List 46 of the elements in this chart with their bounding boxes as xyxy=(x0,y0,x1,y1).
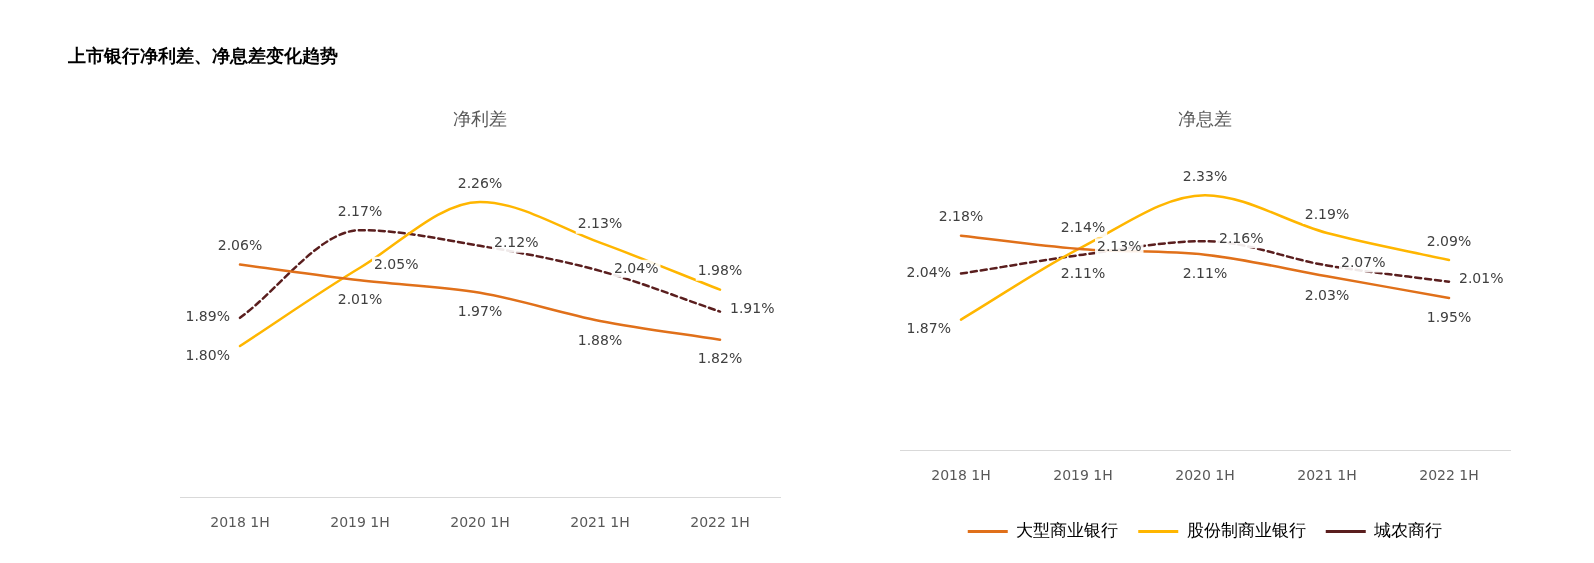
data-label: 2.33% xyxy=(1182,167,1228,184)
data-label: 1.87% xyxy=(906,320,951,337)
data-label: 2.09% xyxy=(1426,232,1472,249)
data-label: 2.05% xyxy=(374,256,419,273)
data-label: 1.97% xyxy=(457,303,503,320)
data-label: 1.88% xyxy=(577,331,623,348)
data-label: 2.11% xyxy=(1060,265,1106,282)
x-tick-label: 2021 1H xyxy=(1297,467,1357,484)
x-tick-label: 2021 1H xyxy=(570,514,630,531)
data-label: 2.07% xyxy=(1341,254,1386,271)
x-tick-label: 2018 1H xyxy=(210,514,270,531)
data-label: 2.04% xyxy=(614,259,659,276)
data-label: 2.13% xyxy=(1097,237,1142,254)
chart-title: 净利差 xyxy=(453,108,507,130)
data-label: 2.06% xyxy=(217,237,263,254)
data-label: 2.26% xyxy=(457,174,503,191)
data-label: 1.80% xyxy=(185,346,230,363)
chart-title: 净息差 xyxy=(1178,108,1232,130)
data-label: 1.98% xyxy=(697,262,743,279)
x-tick-label: 2022 1H xyxy=(1419,467,1479,484)
text: 上市银行净利差、净息差变化趋势 xyxy=(68,44,338,68)
data-label: 2.14% xyxy=(1060,219,1106,236)
legend-label: 股份制商业银行 xyxy=(1186,519,1306,540)
x-tick-label: 2019 1H xyxy=(330,514,390,531)
data-label: 1.95% xyxy=(1426,308,1472,325)
x-tick-label: 2018 1H xyxy=(931,467,991,484)
data-label: 2.11% xyxy=(1182,265,1228,282)
x-tick-label: 2022 1H xyxy=(690,514,750,531)
data-label: 2.18% xyxy=(938,208,984,225)
x-tick-label: 2020 1H xyxy=(1175,467,1235,484)
legend-label: 大型商业银行 xyxy=(1016,519,1119,540)
legend-label: 城农商行 xyxy=(1373,519,1443,540)
data-label: 2.04% xyxy=(906,264,951,281)
data-label: 2.01% xyxy=(337,290,383,307)
data-label: 1.89% xyxy=(185,308,230,325)
x-tick-label: 2020 1H xyxy=(450,514,510,531)
x-tick-label: 2019 1H xyxy=(1053,467,1113,484)
data-label: 1.91% xyxy=(730,300,775,317)
data-label: 2.03% xyxy=(1304,286,1350,303)
data-label: 2.12% xyxy=(494,234,539,251)
data-label: 2.19% xyxy=(1304,205,1350,222)
data-label: 2.13% xyxy=(577,215,623,232)
data-label: 1.82% xyxy=(697,350,743,367)
data-label: 2.17% xyxy=(337,202,383,219)
data-label: 2.16% xyxy=(1219,229,1264,246)
data-label: 2.01% xyxy=(1459,270,1504,287)
